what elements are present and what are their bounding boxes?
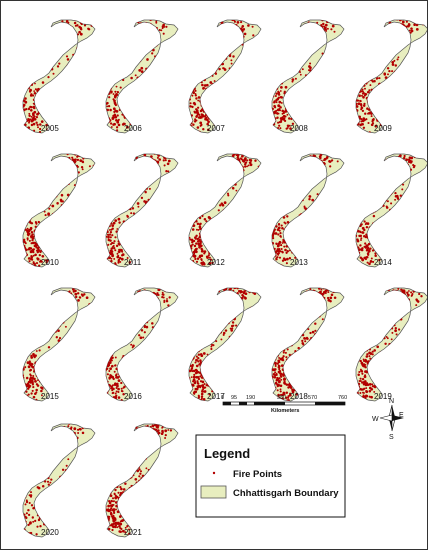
scale-tick-95: 95 [231,395,237,401]
map-panel-2012: 2012 [188,153,262,268]
year-label: 2008 [290,124,308,133]
legend-item-fire-points: Fire Points [233,469,282,480]
map-panel-2008: 2008 [271,19,345,134]
map-panel-2017: 2017 [188,287,262,402]
fire-point-symbol-icon [212,471,216,475]
map-panel-2020: 2020 [22,423,96,538]
chhattisgarh-boundary [188,287,262,402]
year-label: 2005 [41,124,59,133]
map-panel-2016: 2016 [105,287,179,402]
map-panel-2010: 2010 [22,153,96,268]
year-label: 2014 [374,258,392,267]
fire-points [106,288,171,401]
scale-tick-570: 570 [308,395,317,401]
chhattisgarh-boundary [188,153,262,268]
map-panel-2018: 2018 [271,287,345,402]
legend-title: Legend [204,446,250,461]
year-label: 2009 [374,124,392,133]
map-panel-2019: 2019 [355,287,427,402]
map-panel-2005: 2005 [22,19,96,134]
scale-tick-380: 380 [277,395,286,401]
year-label: 2011 [124,258,142,267]
year-label: 2018 [290,392,308,401]
year-label: 2017 [207,392,225,401]
scale-bar: 0 95 190 380 570 760 Kilometers [221,395,347,414]
year-label: 2021 [124,528,142,537]
year-label: 2007 [207,124,225,133]
scale-tick-0: 0 [221,395,224,401]
chhattisgarh-boundary [271,153,345,268]
map-panel-2006: 2006 [105,19,179,134]
map-panel-2011: 2011 [105,153,179,268]
scale-tick-760: 760 [338,395,347,401]
boundary-symbol-icon [200,485,227,499]
legend-item-boundary: Chhattisgarh Boundary [233,488,339,499]
chhattisgarh-boundary [105,423,179,538]
map-panel-2015: 2015 [22,287,96,402]
chhattisgarh-boundary [271,19,345,134]
compass-n: N [389,398,394,405]
map-panel-2014: 2014 [355,153,427,268]
chhattisgarh-boundary [271,287,345,402]
scale-tick-190: 190 [246,395,255,401]
map-panel-2013: 2013 [271,153,345,268]
year-label: 2006 [124,124,142,133]
year-label: 2016 [124,392,142,401]
north-arrow-icon: N S E W [372,398,404,441]
compass-e: E [399,412,404,419]
scale-unit: Kilometers [271,408,299,414]
year-label: 2010 [41,258,59,267]
year-label: 2013 [290,258,308,267]
map-panel-2021: 2021 [105,423,179,538]
compass-s: S [389,434,394,441]
chhattisgarh-boundary [188,19,262,134]
compass-w: W [372,416,379,423]
legend: Legend Fire Points Chhattisgarh Boundary [195,434,346,518]
year-label: 2019 [374,392,392,401]
map-panel-2009: 2009 [355,19,427,134]
chhattisgarh-boundary [22,423,96,538]
map-panel-2007: 2007 [188,19,262,134]
chhattisgarh-boundary [355,19,427,134]
year-label: 2012 [207,258,225,267]
year-label: 2020 [41,528,59,537]
year-label: 2015 [41,392,59,401]
